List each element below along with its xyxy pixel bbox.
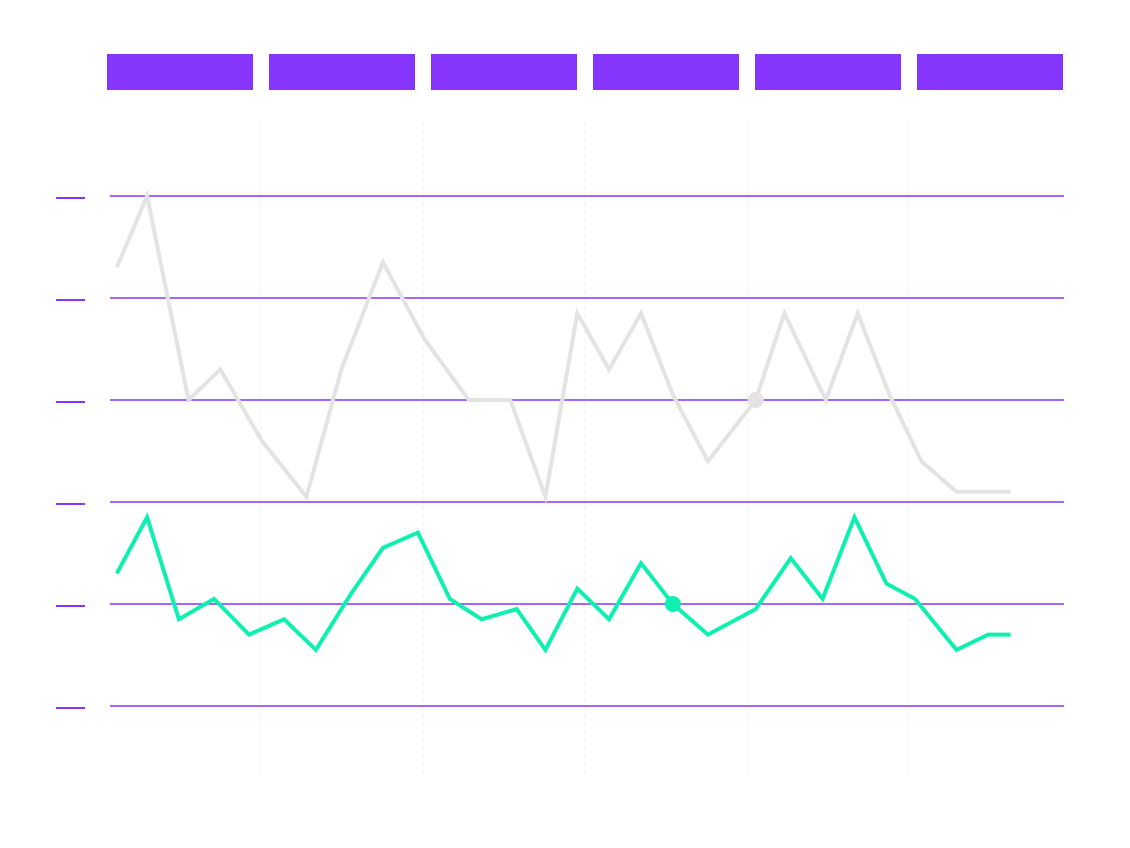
header-band	[593, 54, 739, 90]
header-band	[269, 54, 415, 90]
y-axis-ticks	[56, 197, 85, 709]
series-line-green	[115, 512, 1011, 654]
vertical-gridlines	[260, 122, 910, 778]
header-band	[917, 54, 1063, 90]
series-line-gray	[114, 189, 1011, 505]
highlight-point-green	[664, 596, 681, 612]
header-band	[431, 54, 577, 90]
highlight-points	[664, 392, 764, 612]
horizontal-gridlines	[110, 195, 1064, 707]
series-lines	[114, 189, 1011, 654]
header-bands	[107, 54, 1063, 90]
header-band	[755, 54, 901, 90]
header-band	[107, 54, 253, 90]
highlight-point-gray	[747, 392, 764, 408]
